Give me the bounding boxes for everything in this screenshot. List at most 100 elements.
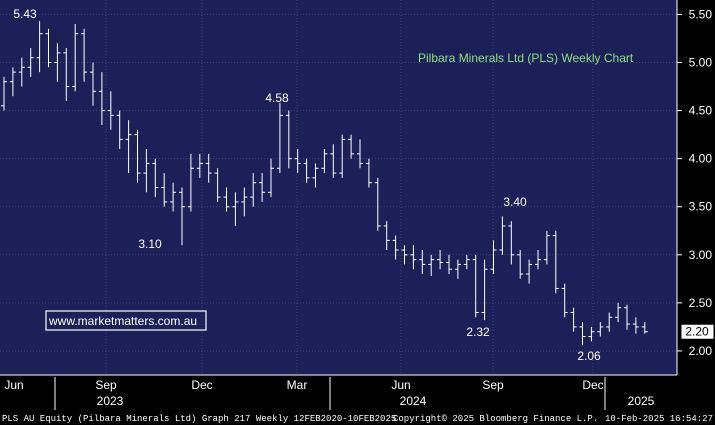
ohlc-bar [579,322,586,346]
y-tick-label: 4.50 [689,104,713,118]
y-tick-label: 4.00 [689,152,713,166]
ohlc-bar [303,158,310,183]
ohlc-bar [232,192,239,226]
price-annotation: 4.58 [265,91,289,105]
footer-center: Copyright© 2025 Bloomberg Finance L.P. [393,414,598,424]
ohlc-bar [125,120,132,174]
ohlc-bar [152,158,159,198]
ohlc-bar [526,259,533,284]
y-axis-ticks: 2.00 2.50 3.00 3.50 4.00 4.50 5.00 5.50 [677,7,712,358]
y-tick-label: 5.50 [689,7,713,21]
ohlc-bar [437,250,444,270]
ohlc-bar [597,322,604,337]
ohlc-bar [179,187,185,246]
ohlc-bar [98,72,105,125]
ohlc-bar [90,62,96,106]
footer-right: 10-Feb-2025 16:54:27 [605,414,713,424]
ohlc-bar [641,322,648,334]
ohlc-bar [250,173,257,207]
y-tick-label: 2.00 [689,344,713,358]
ohlc-bar [365,158,372,188]
ohlc-bar [1,76,7,111]
grid [0,0,677,375]
ohlc-bar [446,254,452,275]
ohlc-bar [259,173,266,202]
ohlc-bar [490,240,497,275]
footer-left: PLS AU Equity (Pilbara Minerals Ltd) Gra… [2,414,396,424]
ohlc-bar [312,163,319,188]
ohlc-bar [107,91,114,130]
footer-bar [0,410,715,425]
ohlc-bar [285,110,292,169]
ohlc-bar [36,21,43,73]
y-tick-label: 5.00 [689,56,713,70]
ohlc-bar [63,48,70,101]
price-annotation: 2.32 [466,325,490,339]
ohlc-bar [214,168,221,202]
ohlc-bar [401,245,408,265]
website-label: www.marketmatters.com.au [45,310,207,331]
x-axis-ticks: Jun Sep Dec Mar Jun Sep Dec 2023 2024 2025 [4,377,655,410]
ohlc-bar [632,317,639,334]
ohlc-bar [517,250,524,279]
ohlc-bar [81,28,88,82]
ohlc-bar [419,250,426,275]
ohlc-bar [374,177,381,231]
x-tick-label: Dec [582,378,603,392]
ohlc-bar [9,67,16,97]
ohlc-bar [134,129,141,183]
ohlc-bar [499,216,506,255]
ohlc-bar [454,259,461,279]
price-annotation: 5.43 [13,7,37,21]
ohlc-bar [276,102,283,174]
ohlc-bar [588,326,595,342]
ohlc-bar [241,187,248,217]
ohlc-bar [543,230,550,265]
price-annotation: 3.10 [138,237,162,251]
x-tick-label: Jun [391,378,410,392]
ohlc-bar [205,153,212,183]
y-tick-label: 2.50 [689,296,713,310]
ohlc-bar [18,57,25,87]
ohlc-bar [570,307,577,332]
year-label: 2023 [97,394,124,408]
year-label: 2024 [400,394,427,408]
x-tick-label: Sep [482,378,504,392]
ohlc-bar [508,221,515,265]
ohlc-bar [72,24,79,92]
y-axis-panel [677,0,715,375]
ohlc-bar [143,149,150,193]
ohlc-bar [27,48,34,77]
ohlc-bar [552,230,559,294]
price-annotation: 2.06 [577,349,601,363]
price-annotation: 3.40 [503,195,527,209]
ohlc-bar [410,245,417,270]
ohlc-bar [223,187,230,212]
x-tick-label: Mar [287,378,308,392]
ohlc-bar [170,182,177,212]
ohlc-bar [392,235,399,260]
year-label: 2025 [628,394,655,408]
website-text: www.marketmatters.com.au [48,314,197,328]
chart-title: Pilbara Minerals Ltd (PLS) Weekly Chart [418,51,634,65]
ohlc-bar [463,254,470,270]
last-price-label: 2.20 [685,325,709,339]
ohlc-bar [535,250,541,270]
ohlc-bar [357,139,363,169]
ohlc-bars [1,21,648,346]
ohlc-bar [294,149,301,174]
ohlc-bar [45,28,52,68]
y-tick-label: 3.50 [689,200,713,214]
ohlc-bar [196,153,203,178]
annotations: 5.43 3.10 4.58 3.40 2.32 2.06 [13,7,601,363]
x-tick-label: Sep [95,378,117,392]
ohlc-bar [187,153,194,212]
x-axis-panel [0,375,715,410]
ohlc-bar [383,221,390,250]
ohlc-bar [561,283,568,318]
y-tick-label: 3.00 [689,248,713,262]
ohlc-bar [339,134,346,178]
ohlc-bar [624,304,630,330]
